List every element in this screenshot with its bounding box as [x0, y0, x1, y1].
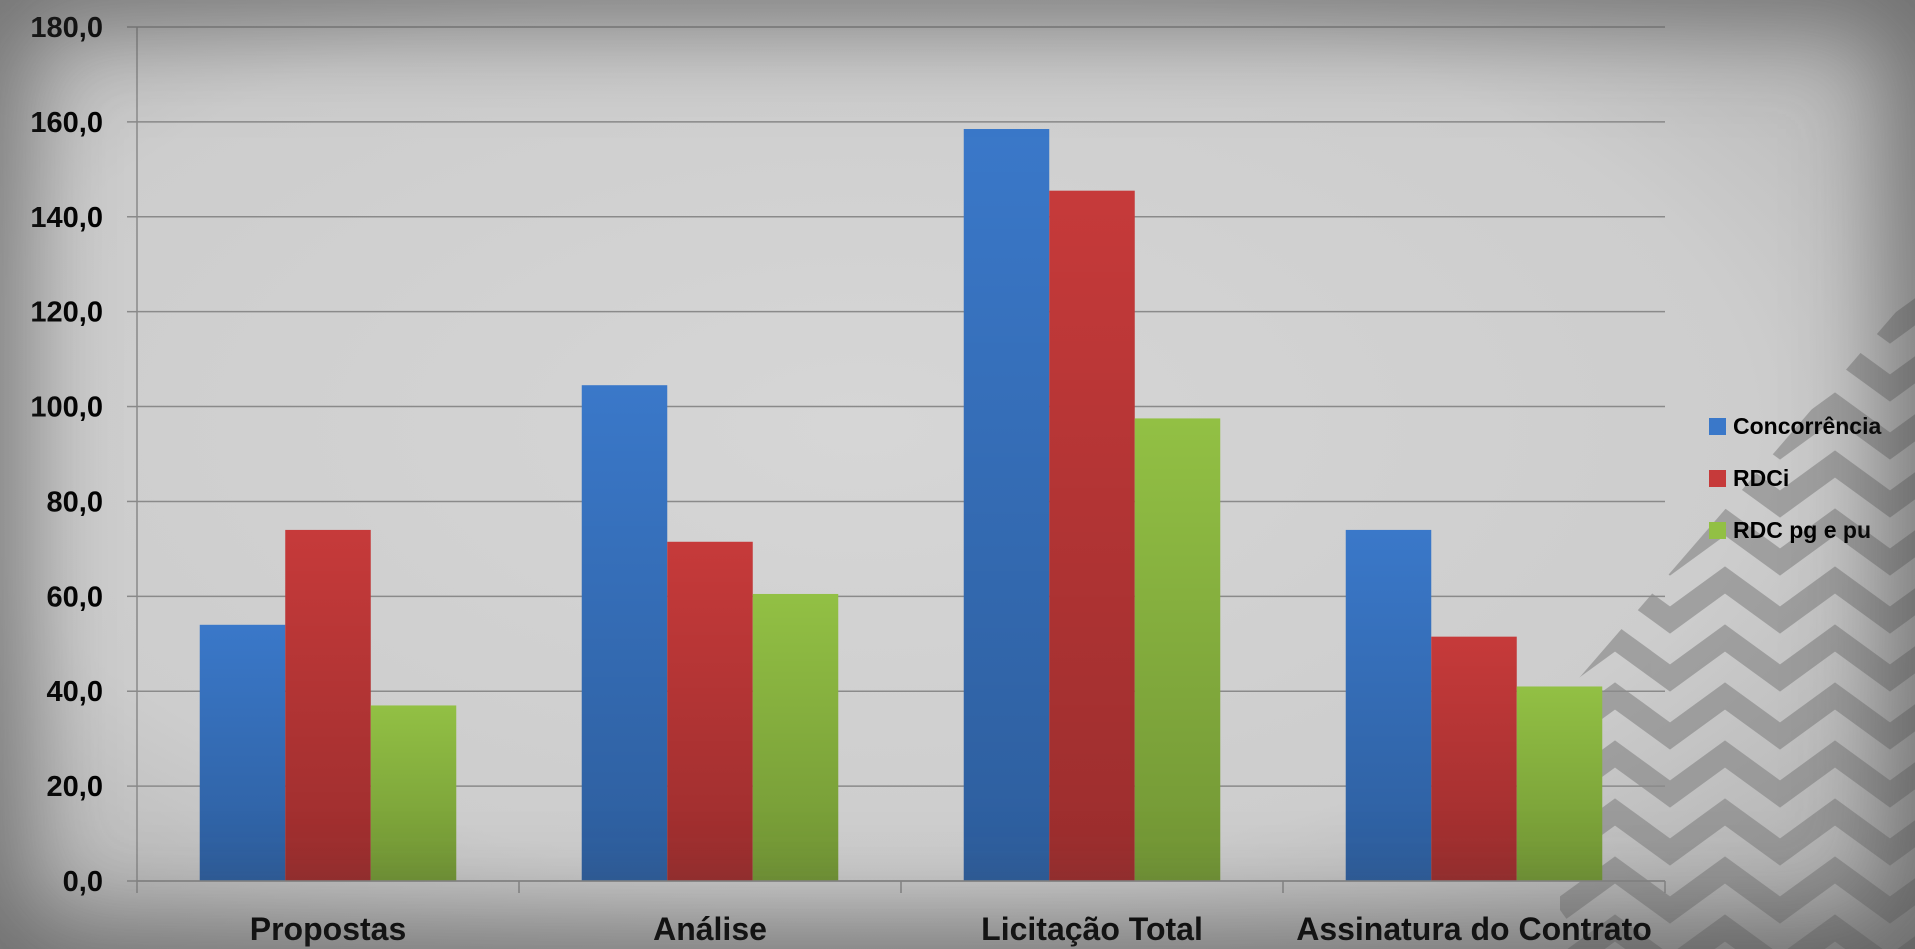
category-label: Análise	[653, 911, 767, 947]
y-axis-tick-labels: 0,0 20,0 40,0 60,0 80,0 100,0 120,0 140,0 160,0 1…	[30, 12, 103, 898]
bar-shading	[1431, 636, 1517, 881]
y-tick-label: 120,0	[30, 297, 103, 329]
chevron-stripe	[1560, 856, 1915, 924]
chevron-stripe	[1560, 740, 1915, 808]
y-tick-label: 180,0	[30, 12, 103, 44]
legend-swatch	[1709, 418, 1726, 435]
category-label: Assinatura do Contrato	[1296, 911, 1652, 947]
chevron-stripe	[1560, 682, 1915, 750]
y-tick-label: 140,0	[30, 202, 103, 234]
bar-shading	[963, 129, 1050, 881]
legend-label: Concorrência	[1733, 413, 1881, 439]
bar-shading	[1516, 686, 1603, 881]
category-label: Licitação Total	[981, 911, 1203, 947]
legend-label: RDCi	[1733, 465, 1789, 491]
y-tick-label: 100,0	[30, 392, 103, 424]
bar-shading	[1345, 529, 1432, 881]
bar-shading	[199, 624, 286, 881]
y-tick-label: 60,0	[47, 581, 103, 613]
bar-shading	[667, 541, 753, 881]
legend-swatch	[1709, 522, 1726, 539]
bar-shading	[752, 593, 839, 881]
y-tick-label: 160,0	[30, 107, 103, 139]
bar-shading	[581, 385, 668, 881]
legend: Concorrência RDCi RDC pg e pu	[1709, 413, 1881, 543]
legend-swatch	[1709, 470, 1726, 487]
y-tick-label: 0,0	[63, 866, 103, 898]
category-label: Propostas	[250, 911, 406, 947]
x-axis-category-labels: Propostas Análise Licitação Total Assinatur…	[250, 911, 1652, 947]
axes	[127, 26, 1666, 893]
bar-shading	[370, 705, 457, 881]
y-tick-label: 40,0	[47, 676, 103, 708]
chevron-stripe	[1560, 914, 1915, 949]
legend-label: RDC pg e pu	[1733, 517, 1871, 543]
y-tick-label: 80,0	[47, 486, 103, 518]
bar-shading	[1049, 190, 1135, 881]
chevron-stripe	[1560, 624, 1915, 692]
bars	[199, 129, 1603, 881]
bar-shading	[1134, 418, 1221, 881]
y-tick-label: 20,0	[47, 771, 103, 803]
bar-shading	[285, 529, 371, 881]
chevron-stripe	[1560, 798, 1915, 866]
